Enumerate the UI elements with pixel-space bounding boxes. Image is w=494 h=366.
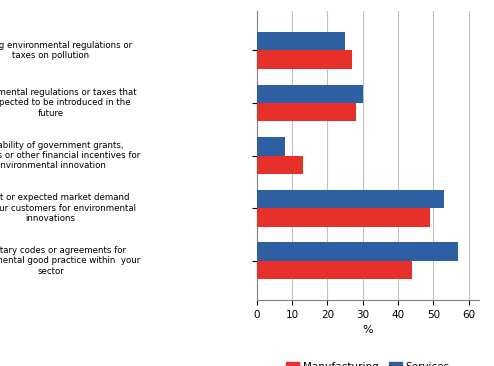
Legend: Manufacturing, Services: Manufacturing, Services — [282, 357, 454, 366]
Bar — [257, 103, 356, 122]
Bar — [257, 156, 303, 174]
Bar — [257, 242, 458, 261]
Bar — [257, 208, 430, 227]
Bar — [257, 137, 285, 156]
Bar — [257, 51, 352, 69]
Bar — [257, 32, 345, 51]
X-axis label: %: % — [363, 325, 373, 335]
Bar — [257, 190, 444, 208]
Bar — [257, 261, 412, 279]
Bar — [257, 85, 363, 103]
